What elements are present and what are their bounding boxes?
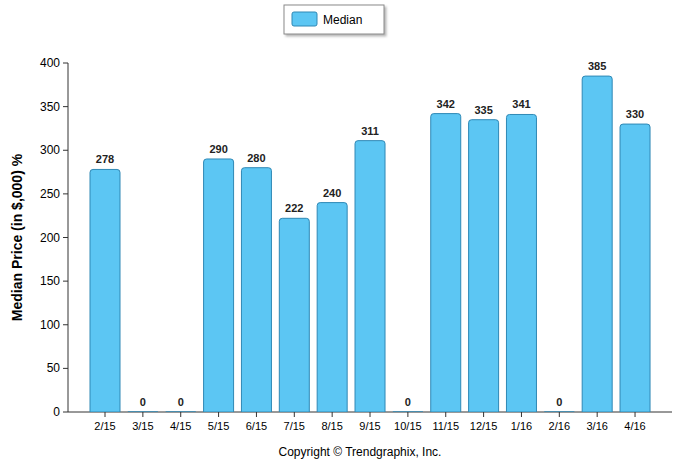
y-tick — [63, 150, 68, 151]
bar — [544, 412, 574, 413]
x-tick — [407, 412, 408, 417]
bar — [317, 203, 347, 412]
data-label: 330 — [626, 108, 644, 120]
x-tick-label: 2/15 — [94, 420, 115, 432]
bar — [620, 124, 650, 412]
bar — [90, 169, 120, 412]
y-tick-label: 150 — [40, 274, 60, 288]
axes: 0 50 100 150 200 250 300 350 400 2/15 3/15 4/15 5/15… — [40, 56, 672, 432]
bar — [506, 114, 536, 412]
bar — [166, 412, 196, 413]
x-tick — [142, 412, 143, 417]
data-label: 0 — [556, 396, 562, 408]
bar — [279, 218, 309, 412]
x-tick-label: 3/16 — [586, 420, 607, 432]
x-tick-label: 1/16 — [511, 420, 532, 432]
x-tick-label: 4/15 — [170, 420, 191, 432]
x-tick-label: 2/16 — [549, 420, 570, 432]
x-tick-label: 4/16 — [624, 420, 645, 432]
y-tick-label: 200 — [40, 231, 60, 245]
y-tick-label: 400 — [40, 56, 60, 70]
x-tick-label: 9/15 — [359, 420, 380, 432]
data-label: 222 — [285, 202, 303, 214]
x-tick — [521, 412, 522, 417]
data-label: 385 — [588, 60, 606, 72]
y-tick — [63, 63, 68, 64]
data-label: 342 — [437, 98, 455, 110]
data-label: 0 — [405, 396, 411, 408]
legend-box — [284, 5, 384, 34]
y-tick-label: 350 — [40, 100, 60, 114]
y-tick-label: 100 — [40, 318, 60, 332]
y-axis-title: Median Price (in $,000) % — [9, 153, 25, 321]
y-tick-label: 300 — [40, 143, 60, 157]
data-label: 0 — [178, 396, 184, 408]
x-tick — [559, 412, 560, 417]
y-tick — [63, 237, 68, 238]
bar — [582, 76, 612, 412]
bar — [393, 412, 423, 413]
legend: Median — [284, 5, 384, 34]
bar — [355, 141, 385, 412]
x-tick-label: 11/15 — [432, 420, 459, 432]
y-tick-label: 50 — [47, 361, 61, 375]
bar — [204, 159, 234, 412]
bar — [469, 120, 499, 412]
data-label: 335 — [474, 104, 492, 116]
bar — [128, 412, 158, 413]
x-tick — [483, 412, 484, 417]
y-tick — [63, 193, 68, 194]
x-tick-label: 5/15 — [208, 420, 229, 432]
data-label: 280 — [247, 152, 265, 164]
data-label: 290 — [209, 143, 227, 155]
x-tick-label: 7/15 — [284, 420, 305, 432]
legend-label: Median — [323, 13, 362, 27]
x-tick — [597, 412, 598, 417]
y-tick-label: 250 — [40, 187, 60, 201]
y-tick — [63, 368, 68, 369]
data-label: 341 — [512, 98, 530, 110]
x-tick-label: 6/15 — [246, 420, 267, 432]
bars — [90, 76, 650, 412]
x-tick — [294, 412, 295, 417]
x-tick — [218, 412, 219, 417]
x-tick — [256, 412, 257, 417]
x-tick — [445, 412, 446, 417]
y-tick — [63, 106, 68, 107]
x-tick — [370, 412, 371, 417]
x-tick — [180, 412, 181, 417]
x-tick — [332, 412, 333, 417]
y-tick — [63, 412, 68, 413]
data-labels: 278 0 0 290 280 222 240 311 0 342 335 341 0 385 330 — [96, 60, 644, 408]
bar — [431, 114, 461, 412]
x-tick-label: 10/15 — [394, 420, 422, 432]
x-tick — [105, 412, 106, 417]
legend-swatch — [292, 12, 317, 26]
data-label: 0 — [140, 396, 146, 408]
chart: Median 0 50 100 150 200 250 300 350 400 2/15 3/15 4/… — [0, 0, 690, 468]
copyright: Copyright © Trendgraphix, Inc. — [279, 445, 442, 459]
x-tick — [635, 412, 636, 417]
y-tick — [63, 281, 68, 282]
x-tick-label: 12/15 — [470, 420, 498, 432]
y-tick-label: 0 — [53, 405, 60, 419]
data-label: 311 — [361, 125, 379, 137]
x-tick-label: 3/15 — [132, 420, 153, 432]
bar — [241, 168, 271, 412]
data-label: 240 — [323, 187, 341, 199]
y-tick — [63, 324, 68, 325]
data-label: 278 — [96, 153, 114, 165]
x-tick-label: 8/15 — [321, 420, 342, 432]
